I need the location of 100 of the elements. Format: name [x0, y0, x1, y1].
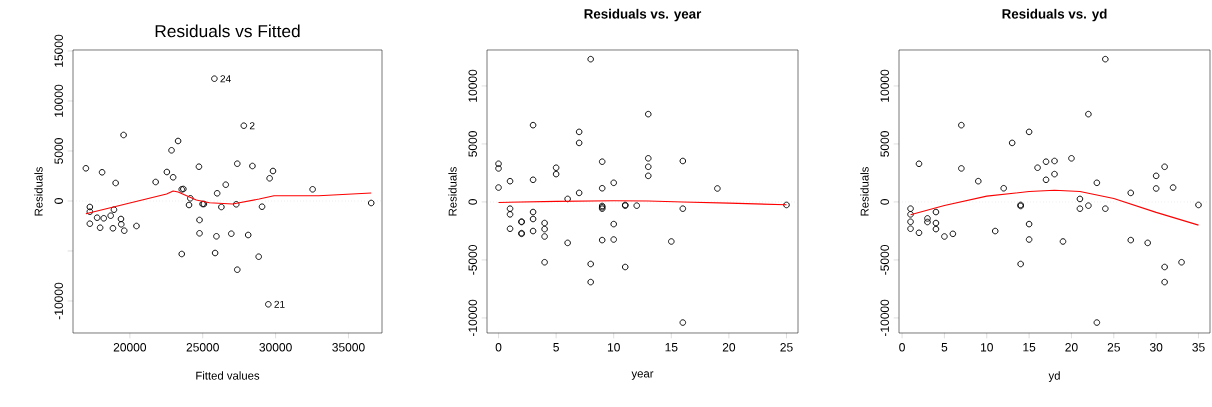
point	[211, 249, 219, 257]
point	[195, 163, 203, 170]
point	[1025, 220, 1033, 228]
point	[506, 205, 514, 212]
point	[266, 175, 273, 182]
point	[249, 162, 256, 170]
point	[668, 238, 675, 245]
y-tick-label: 5000	[468, 131, 477, 157]
x-tick-label: 20	[722, 343, 736, 352]
point	[1051, 170, 1058, 178]
x-tick-label: 30000	[259, 343, 292, 352]
point	[783, 201, 790, 209]
point	[244, 231, 252, 239]
point	[679, 319, 687, 326]
point	[1152, 172, 1160, 180]
point	[506, 211, 514, 218]
y-tick-label: 0	[880, 199, 889, 205]
point	[495, 184, 502, 191]
point	[598, 158, 606, 165]
y-tick-label: -10000	[880, 299, 889, 337]
y-tick-label: 0	[468, 199, 477, 205]
point	[1102, 55, 1109, 63]
point	[529, 121, 537, 129]
x-tick-label: 0	[495, 343, 502, 352]
x-tick-label: 30	[1149, 343, 1163, 352]
x-tick-label: 15	[665, 343, 678, 352]
point	[924, 215, 931, 222]
y-tick-label: 10000	[468, 69, 477, 102]
point	[991, 227, 999, 235]
point	[120, 131, 127, 139]
point	[932, 225, 940, 233]
point	[506, 225, 514, 232]
point	[1008, 139, 1016, 147]
x-tick-label: 35000	[332, 343, 365, 352]
point	[107, 212, 114, 219]
point	[163, 168, 171, 176]
point	[232, 201, 240, 208]
x-tick-label: 25	[1107, 343, 1120, 352]
point	[117, 221, 125, 228]
point	[1051, 157, 1058, 165]
point	[610, 220, 617, 228]
point	[506, 177, 514, 185]
y-tick-label: -10000	[468, 299, 477, 337]
point	[152, 178, 159, 186]
x-axis-title: yd	[1048, 371, 1060, 382]
point	[645, 163, 652, 171]
point	[1161, 278, 1168, 286]
point	[117, 215, 125, 223]
y-axis-title: Residuals	[448, 167, 457, 216]
x-tick-label: 35	[1192, 343, 1205, 352]
point	[564, 195, 571, 203]
point	[269, 167, 277, 175]
point	[575, 139, 583, 147]
point	[932, 219, 940, 227]
x-axis-title: Fitted values	[196, 371, 260, 380]
point	[86, 203, 94, 211]
point	[610, 179, 617, 187]
point	[1144, 239, 1151, 247]
point	[133, 222, 140, 230]
point	[1042, 158, 1050, 165]
point	[86, 208, 94, 215]
point	[93, 214, 101, 221]
point	[1169, 184, 1177, 191]
point	[714, 185, 721, 192]
point	[598, 184, 606, 192]
point	[541, 225, 548, 233]
point	[1034, 164, 1041, 171]
point	[1178, 258, 1185, 266]
point	[1085, 110, 1092, 118]
point	[645, 155, 652, 162]
point	[98, 169, 106, 176]
point	[975, 177, 982, 185]
y-tick-label: -5000	[468, 245, 477, 275]
annotation: 24	[220, 75, 231, 83]
point	[907, 211, 914, 218]
point	[1076, 205, 1084, 212]
point	[258, 203, 266, 210]
point	[949, 230, 957, 238]
point	[222, 181, 230, 188]
x-axis-title: year	[631, 371, 654, 380]
point	[1000, 184, 1007, 192]
point	[1068, 155, 1075, 162]
point	[309, 186, 316, 193]
x-tick-label: 20	[1065, 343, 1078, 352]
point	[907, 225, 914, 232]
point	[598, 236, 606, 244]
point	[529, 208, 537, 216]
y-tick-label: 5000	[880, 131, 889, 157]
point	[541, 233, 548, 240]
chart-title: Residuals vs. year	[584, 8, 702, 22]
x-tick-label: 15	[1023, 343, 1036, 352]
y-tick-label: 10000	[54, 84, 63, 117]
point	[529, 227, 537, 235]
point	[367, 199, 375, 207]
point	[1127, 236, 1135, 244]
point	[109, 225, 117, 232]
point	[82, 165, 90, 172]
chart-title: Residuals vs. yd	[1002, 8, 1107, 22]
x-tick-label: 10	[981, 343, 993, 352]
point	[1042, 176, 1050, 184]
